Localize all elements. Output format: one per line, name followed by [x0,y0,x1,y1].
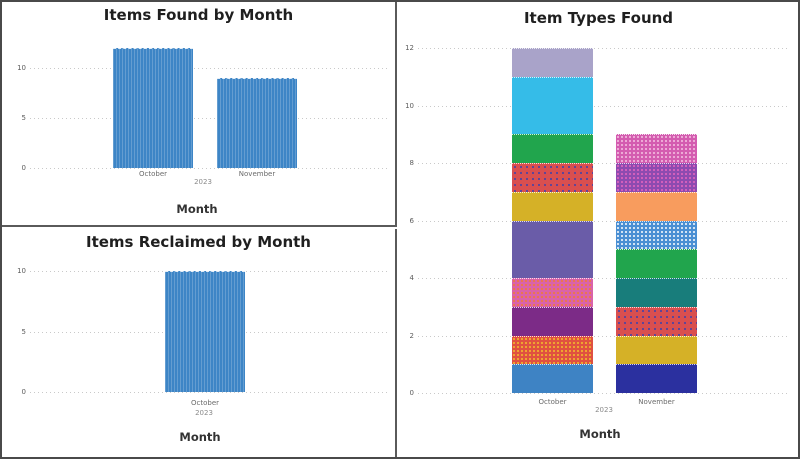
bar-segment [616,191,697,221]
bar-segment [512,163,593,192]
bar-segment [512,220,593,278]
panel-item-types: Item Types Found 0 2 4 6 8 10 12 October Novembe… [399,2,798,457]
x-year-label: 2023 [595,406,613,414]
y-tick-label: 2 [409,331,414,340]
y-tick-label: 4 [409,274,414,282]
grid-line [30,392,390,393]
grid-line [418,278,790,279]
grid-line [418,220,790,222]
chart-title-items-reclaimed: Items Reclaimed by Month [86,233,311,251]
grid-line [30,118,390,119]
bar-segment [616,134,697,163]
panel-items-reclaimed: Items Reclaimed by Month 0 5 10 October 202… [2,229,397,457]
plot-items-found: 0 5 10 October November [2,2,395,225]
bar-segment [616,220,697,250]
y-tick-label: 0 [21,388,26,396]
grid-line [418,393,790,394]
bar-segment [616,278,697,307]
y-tick-label: 0 [21,164,26,172]
y-tick-label: 10 [17,64,26,72]
grid-line [418,335,790,337]
bar-segment [512,306,593,336]
x-axis-label: Month [179,430,221,444]
grid-line [30,168,390,169]
bar-segment [616,306,697,336]
bar-october [113,48,193,168]
chart-title-item-types: Item Types Found [523,9,674,27]
y-tick-label: 5 [21,327,26,336]
bar-segment [616,364,697,393]
y-tick-label: 6 [409,216,414,225]
bar-segment [512,134,593,163]
grid-line [418,105,790,107]
panel-items-found: Items Found by Month 0 5 10 October November… [2,2,397,227]
y-tick-label: 10 [405,101,414,110]
bar-segment [616,163,697,192]
bar-segment [512,76,593,135]
bar-segment [616,249,697,278]
y-tick-label: 10 [17,267,26,275]
grid-line [30,68,390,69]
grid-line [418,48,790,49]
bar-segment [512,191,593,221]
x-tick-label: October [538,398,567,406]
bar-segment [512,48,593,77]
plot-item-types: 0 2 4 6 8 10 12 October November [399,2,798,457]
bar-segment [512,335,593,365]
bar-segment [616,335,697,365]
y-tick-label: 12 [405,44,414,52]
grid-line [418,163,790,164]
bar-november [217,78,297,168]
y-tick-label: 5 [21,114,26,122]
x-tick-label: October [190,399,220,407]
plot-items-reclaimed: 0 5 10 October [2,229,395,457]
bar-october [165,271,245,392]
x-tick-label: October [138,170,168,178]
y-tick-label: 8 [409,159,414,167]
x-tick-label: November [638,398,675,406]
x-axis-label: Month [579,427,621,441]
x-axis-label: Month [176,202,218,216]
y-tick-label: 0 [409,389,414,397]
x-tick-label: November [238,170,276,178]
bar-segment [512,278,593,307]
x-year-label: 2023 [195,409,213,417]
chart-title-items-found: Items Found by Month [103,6,294,24]
x-year-label: 2023 [194,178,212,186]
bar-segment [512,364,593,393]
